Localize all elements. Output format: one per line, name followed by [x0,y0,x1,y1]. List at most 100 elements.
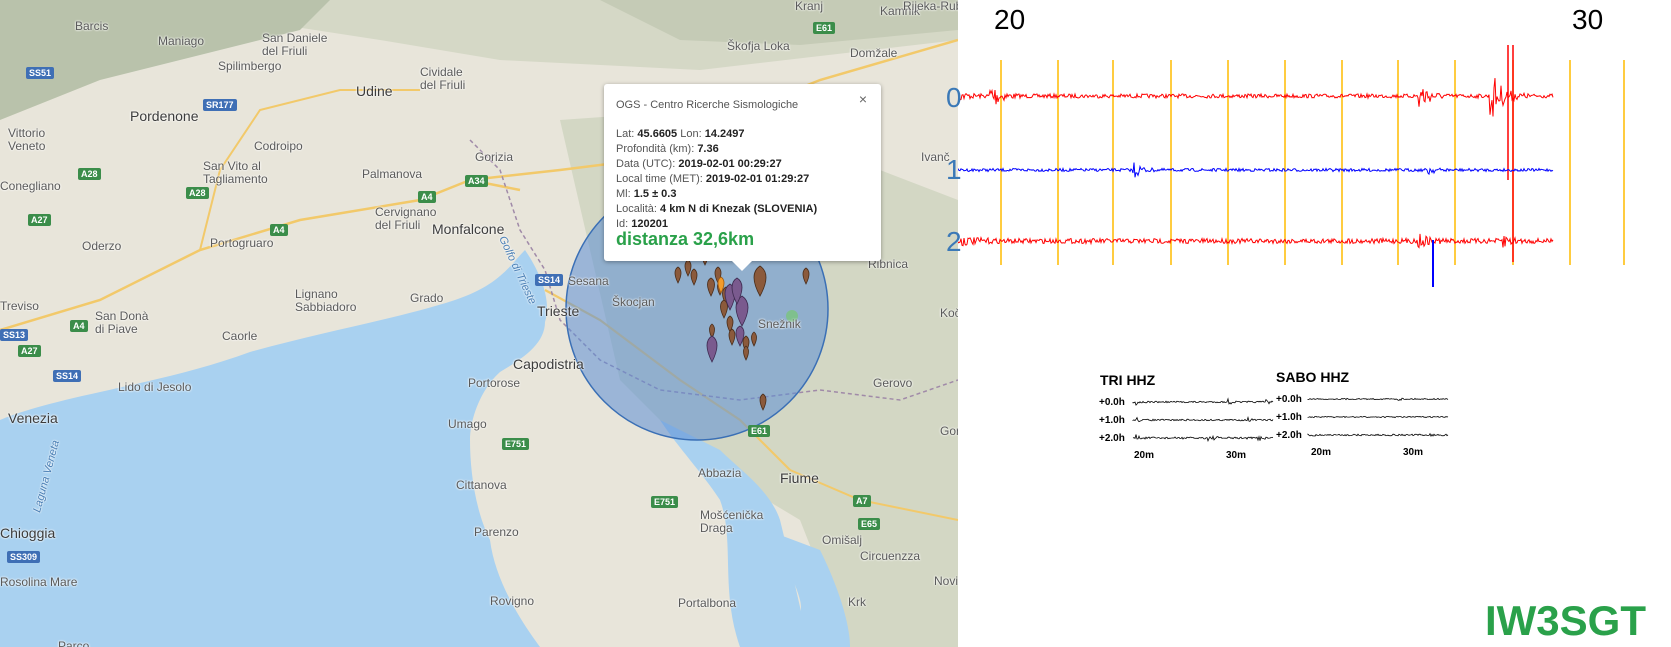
popup-row: Lat: 45.6605 Lon: 14.2497 [616,128,745,140]
time-label-start: 20 [994,4,1026,35]
place-label: Monfalcone [432,221,505,237]
popup-row: Ml: 1.5 ± 0.3 [616,188,677,200]
place-label: Cittanova [456,478,507,492]
thumbnail-trace [1307,432,1449,437]
place-label: Venezia [8,410,58,426]
road-shield: E65 [858,518,881,530]
thumb-title-sabo: SABO HHZ [1276,369,1350,385]
map-view[interactable]: Barcis Maniago San Daniele del Friuli Spilim… [0,0,958,647]
place-label: Vittorio Veneto [8,126,46,153]
place-label: Lido di Jesolo [118,380,192,394]
thumb-tick-label: 20m [1311,447,1332,458]
road-shield: A4 [70,320,88,332]
place-label: Portogruaro [210,236,274,250]
popup-row: Id: 120201 [616,218,669,230]
thumbnail-trace [1132,397,1274,406]
road-shield: A28 [186,187,209,199]
place-label: Pordenone [130,108,199,124]
place-label: Capodistria [513,356,584,372]
place-label: Gerovo [873,376,913,390]
place-label: Snežnik [758,317,801,331]
popup-row: Profondità (km): 7.36 [616,143,719,155]
road-shield: SR177 [203,99,237,111]
time-label-end: 30 [1572,4,1604,35]
place-label: Chioggia [0,525,56,541]
station-callsign: IW3SGT [1485,597,1647,644]
place-label: Škofja Loka [727,39,790,53]
road-shield: SS14 [535,274,564,286]
road-shield: E751 [502,438,530,450]
place-label: Cividale del Friuli [420,65,466,92]
place-label: Udine [356,83,393,99]
thumb-tick-label: 30m [1226,450,1247,461]
thumb-row-label: +0.0h [1099,397,1125,408]
place-label: Domžale [850,46,898,60]
popup-row: Local time (MET): 2019-02-01 01:29:27 [616,173,810,185]
road-shield: E751 [651,496,679,508]
popup-distance: distanza 32,6km [616,229,755,249]
waveform-trace [958,162,1554,178]
place-label: Treviso [0,299,39,313]
channel-label-2: 2 [946,226,962,257]
popup-close-button[interactable]: × [858,91,867,107]
place-label: Grado [410,291,444,305]
place-label: Omišalj [822,533,863,547]
place-label: Codroipo [254,139,303,153]
place-label: Novi [934,574,958,588]
thumb-row-label: +1.0h [1099,415,1125,426]
place-label: Fiume [780,470,819,486]
channel-label-1: 1 [946,154,962,185]
road-shield: A28 [78,168,101,180]
place-label: Portorose [468,376,521,390]
thumb-row-label: +0.0h [1276,394,1302,405]
place-label: Škocjan [612,295,655,309]
thumb-tick-label: 30m [1403,447,1424,458]
place-label: Umago [448,417,487,431]
popup-row: Data (UTC): 2019-02-01 00:29:27 [616,158,782,170]
popup-rows: Lat: 45.6605 Lon: 14.2497 Profondità (km)… [616,127,817,232]
thumbnail-trace [1307,415,1449,419]
thumb-row-label: +2.0h [1099,433,1125,444]
thumb-row-label: +1.0h [1276,412,1302,423]
thumbnail-trace [1132,415,1274,423]
place-label: San Daniele del Friuli [262,31,328,58]
road-shield: SS309 [7,551,41,563]
place-label: Maniago [158,34,205,48]
road-shield: E61 [748,425,771,437]
place-label: Spilimbergo [218,59,282,73]
road-shield: A7 [853,495,871,507]
seismogram-traces [958,45,1625,442]
thumbnail-trace [1307,397,1449,401]
seismogram-panel [958,0,1671,647]
place-label: Rosolina Mare [0,575,78,589]
place-label: Oderzo [82,239,122,253]
place-label: Trieste [537,303,580,319]
place-label: Cervignano del Friuli [375,205,437,232]
place-label: Sesana [568,274,609,288]
road-shield: A27 [28,214,51,226]
place-label: Parenzo [474,525,519,539]
thumb-tick-label: 20m [1134,450,1155,461]
place-label: Palmanova [362,167,423,181]
road-shield: A4 [270,224,288,236]
place-label: Portalbona [678,596,737,610]
road-shield: SS14 [53,370,82,382]
place-label: Krk [848,595,866,609]
popup-tip [732,261,752,271]
place-label: Kočevje [940,306,958,320]
place-label: Mošćenička Draga [700,508,764,535]
place-label: Rijeka-Rubi [903,0,958,13]
place-label: Barcis [75,19,109,33]
event-popup: OGS - Centro Ricerche Sismologiche × Lat… [604,84,881,271]
popup-row: Località: 4 km N di Knezak (SLOVENIA) [616,203,818,215]
place-label: Parco [58,639,90,647]
road-shield: A27 [18,345,41,357]
road-shield: E61 [813,22,836,34]
place-label: Ivanč [921,150,950,164]
place-label: Kamnik [880,4,921,18]
waveform-trace [958,233,1554,249]
road-shield: A4 [418,191,436,203]
place-label: Rovigno [490,594,535,608]
place-label: Gorizia [475,150,514,164]
road-shield: A34 [465,175,488,187]
